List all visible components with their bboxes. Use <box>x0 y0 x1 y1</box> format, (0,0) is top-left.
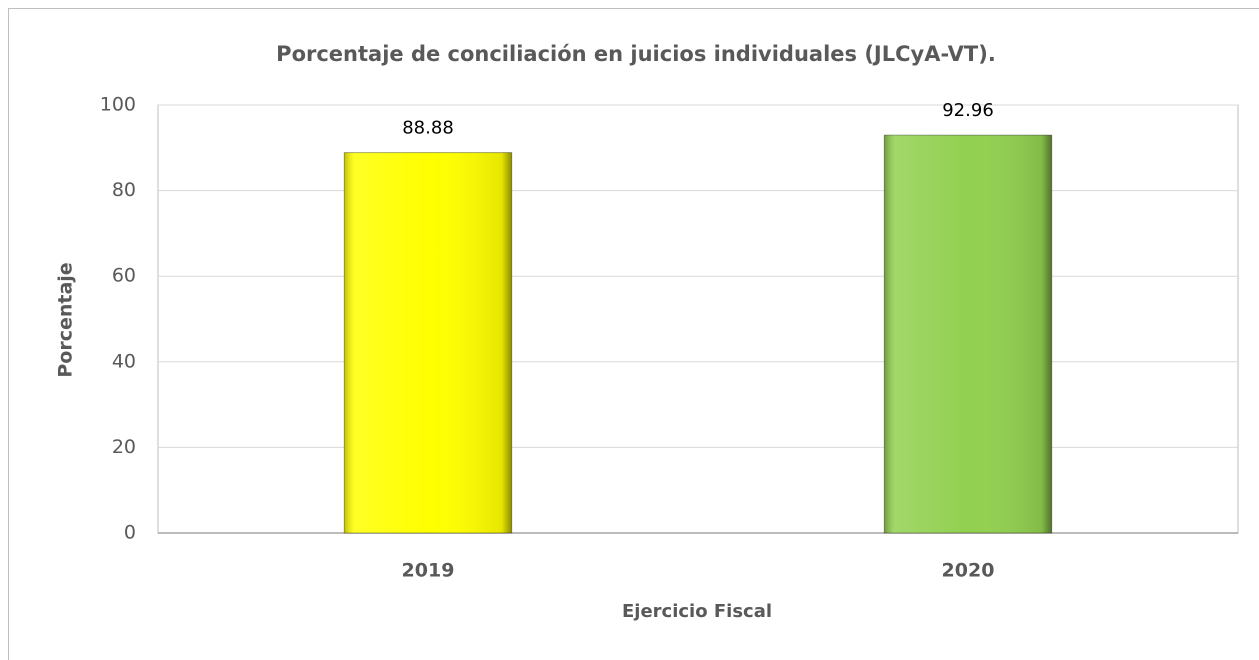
y-axis-label: Porcentaje <box>55 262 77 377</box>
plot-area <box>157 104 1239 534</box>
y-tick-label: 0 <box>124 522 136 544</box>
bar-shade <box>884 135 1052 533</box>
y-tick-label: 20 <box>112 436 136 458</box>
x-tick-label: 2019 <box>402 560 455 582</box>
value-label: 88.88 <box>402 118 454 139</box>
chart-title: Porcentaje de conciliación en juicios in… <box>276 42 996 66</box>
value-label: 92.96 <box>942 100 994 121</box>
y-tick-label: 40 <box>112 350 136 372</box>
x-tick-label: 2020 <box>942 560 995 582</box>
y-tick-label: 80 <box>112 179 136 201</box>
y-tick-label: 60 <box>112 265 136 287</box>
bar-shade <box>344 152 512 533</box>
x-axis-label: Ejercicio Fiscal <box>622 601 772 622</box>
chart-frame <box>8 8 1259 660</box>
y-tick-label: 100 <box>100 94 136 116</box>
